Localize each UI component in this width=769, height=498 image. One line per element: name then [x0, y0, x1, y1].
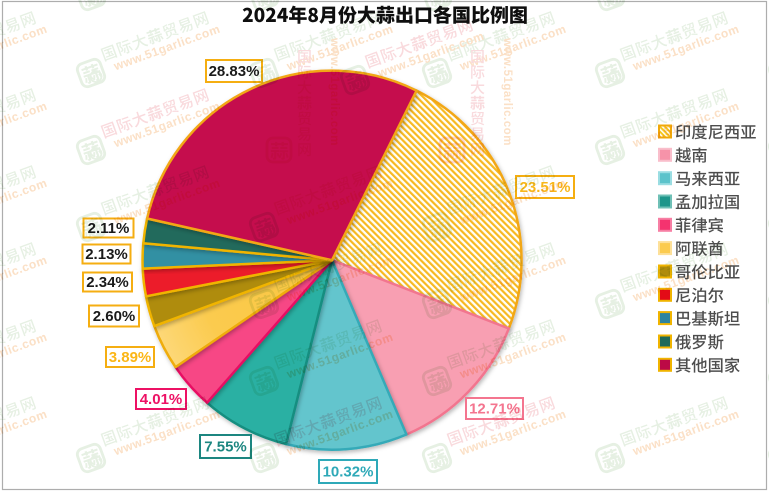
svg-text:3.89%: 3.89% — [109, 349, 152, 366]
svg-text:www.51garlic.com: www.51garlic.com — [328, 37, 340, 146]
svg-text:12.71%: 12.71% — [469, 401, 520, 418]
svg-text:www.51garlic.com: www.51garlic.com — [501, 37, 513, 146]
svg-text:28.83%: 28.83% — [209, 63, 260, 80]
svg-text:2.13%: 2.13% — [85, 246, 128, 263]
svg-text:7.55%: 7.55% — [204, 439, 247, 456]
svg-text:4.01%: 4.01% — [140, 391, 183, 408]
svg-text:23.51%: 23.51% — [520, 179, 571, 196]
svg-text:2.60%: 2.60% — [93, 308, 136, 325]
svg-text:10.32%: 10.32% — [323, 464, 374, 481]
svg-text:2.34%: 2.34% — [86, 274, 129, 291]
